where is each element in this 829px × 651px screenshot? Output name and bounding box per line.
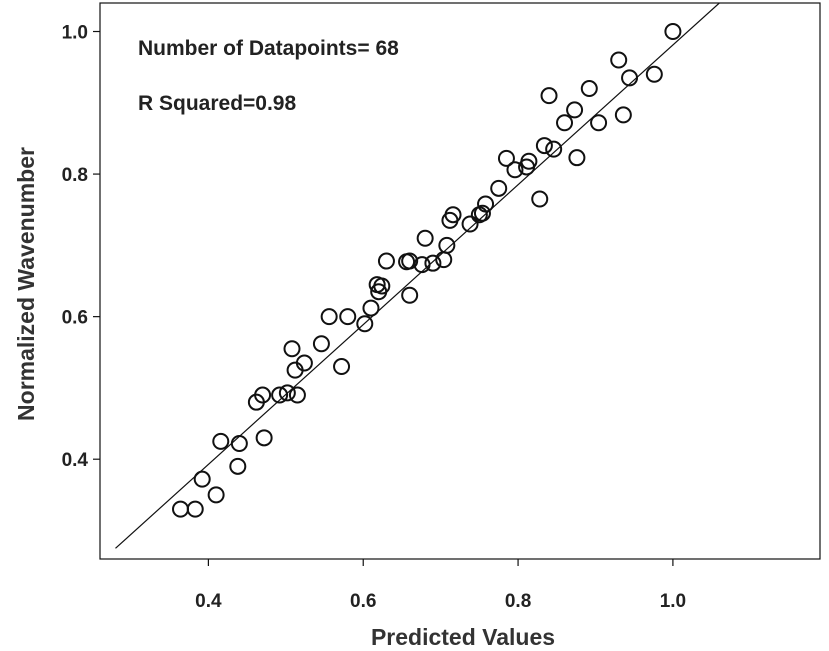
x-tick-label-1: 0.4 bbox=[195, 591, 222, 612]
data-point-30 bbox=[413, 256, 431, 274]
data-point-13 bbox=[283, 340, 301, 358]
y-axis-title: Normalized Wavenumber bbox=[13, 147, 39, 421]
data-point-21 bbox=[356, 315, 374, 333]
data-point-1 bbox=[172, 500, 190, 518]
data-point-18 bbox=[320, 308, 338, 326]
data-point-16 bbox=[295, 354, 313, 372]
data-point-48 bbox=[540, 87, 558, 105]
data-point-12 bbox=[278, 384, 296, 402]
data-point-2 bbox=[186, 500, 204, 518]
data-point-58 bbox=[645, 65, 663, 83]
data-point-39 bbox=[473, 204, 491, 222]
data-point-32 bbox=[424, 254, 442, 272]
data-point-34 bbox=[438, 236, 456, 254]
data-point-52 bbox=[568, 149, 586, 167]
data-point-50 bbox=[556, 114, 574, 132]
data-point-9 bbox=[254, 386, 272, 404]
data-point-51 bbox=[566, 101, 584, 119]
data-point-56 bbox=[614, 106, 632, 124]
annotation-r-squared: R Squared=0.98 bbox=[138, 92, 296, 115]
data-point-41 bbox=[490, 179, 508, 197]
data-point-20 bbox=[339, 308, 357, 326]
data-point-19 bbox=[333, 358, 351, 376]
data-point-22 bbox=[362, 299, 380, 317]
x-tick-label-4: 1.0 bbox=[660, 591, 686, 612]
data-point-3 bbox=[193, 470, 211, 488]
plot-frame bbox=[99, 2, 821, 560]
data-point-31 bbox=[416, 229, 434, 247]
data-point-40 bbox=[477, 195, 495, 213]
data-point-7 bbox=[230, 435, 248, 453]
data-point-54 bbox=[590, 114, 608, 132]
y-tick-label-4: 1.0 bbox=[62, 23, 88, 44]
data-point-43 bbox=[506, 161, 524, 179]
y-tick-label-2: 0.6 bbox=[62, 308, 88, 329]
data-point-4 bbox=[207, 486, 225, 504]
data-point-17 bbox=[312, 335, 330, 353]
data-point-28 bbox=[401, 252, 419, 270]
data-point-11 bbox=[271, 386, 289, 404]
data-point-15 bbox=[288, 386, 306, 404]
data-point-57 bbox=[621, 69, 639, 87]
data-points bbox=[172, 23, 682, 518]
data-point-5 bbox=[212, 432, 230, 450]
data-point-29 bbox=[401, 286, 419, 304]
annotation-datapoints: Number of Datapoints= 68 bbox=[138, 37, 399, 60]
x-tick-label-2: 0.6 bbox=[350, 591, 376, 612]
data-point-42 bbox=[497, 149, 515, 167]
y-axis-ticks: 0.4 0.6 0.8 1.0 bbox=[62, 23, 100, 471]
data-point-46 bbox=[531, 190, 549, 208]
data-point-6 bbox=[229, 457, 247, 475]
data-point-45 bbox=[520, 152, 538, 170]
data-point-47 bbox=[535, 137, 553, 155]
data-point-49 bbox=[545, 140, 563, 158]
fit-line bbox=[115, 3, 720, 549]
data-point-53 bbox=[580, 80, 598, 98]
x-tick-label-3: 0.8 bbox=[505, 591, 531, 612]
data-point-25 bbox=[373, 277, 391, 295]
data-point-55 bbox=[610, 51, 628, 69]
x-axis-ticks: 0.4 0.6 0.8 1.0 bbox=[195, 559, 686, 612]
x-axis-title: Predicted Values bbox=[371, 624, 555, 650]
data-point-59 bbox=[664, 23, 682, 41]
data-point-26 bbox=[377, 252, 395, 270]
y-tick-label-3: 0.8 bbox=[62, 165, 88, 186]
data-point-10 bbox=[255, 429, 273, 447]
data-point-37 bbox=[461, 215, 479, 233]
data-point-36 bbox=[444, 206, 462, 224]
y-tick-label-1: 0.4 bbox=[62, 450, 89, 471]
